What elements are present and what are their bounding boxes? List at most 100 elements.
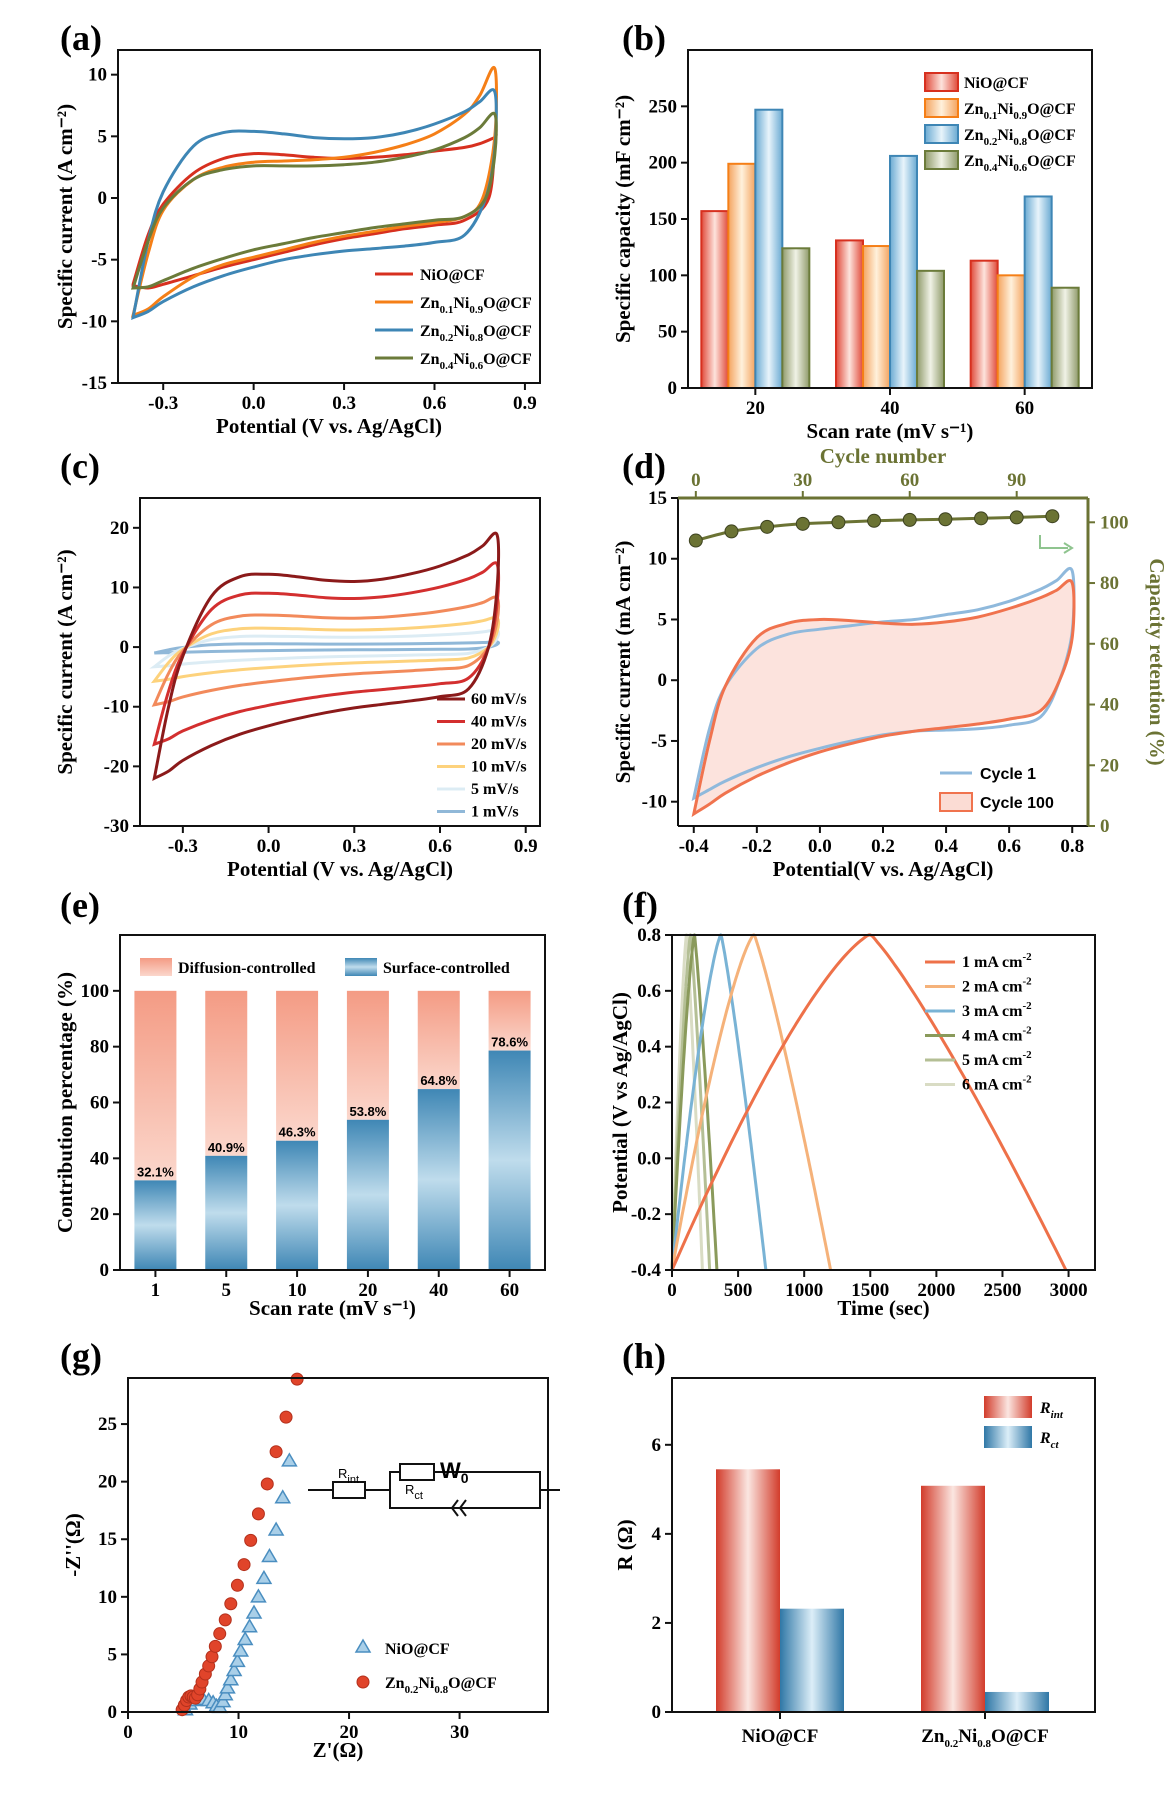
data-point [224, 1597, 238, 1611]
data-point [267, 1521, 285, 1536]
circuit-label-part: int [347, 1474, 359, 1486]
retention-point [760, 519, 775, 534]
x-tick-label: 40 [429, 1280, 448, 1301]
bar-diffusion [134, 990, 177, 1181]
legend-label-part: R [1039, 1400, 1051, 1417]
x-tick-label: -0.2 [742, 836, 772, 857]
warburg-label: W0 [440, 1458, 469, 1486]
circuit-label-part: ct [414, 1490, 423, 1502]
retention-point [724, 524, 739, 539]
panel-d: (d) -0.4 -0.2 0.0 0.2 0.4 0.6 0.8 -10 -5 0 5 10 15 0 30… [611, 444, 1169, 881]
data-point [260, 1477, 274, 1491]
y-tick-label: 80 [90, 1037, 109, 1058]
legend-swatch [356, 1675, 370, 1689]
warburg-label-part: 0 [461, 1470, 469, 1486]
cv-curve [151, 595, 501, 707]
y-tick-label: -5 [91, 250, 107, 271]
retention-point [688, 533, 703, 548]
data-point [232, 1642, 250, 1657]
y-tick-label: -20 [104, 756, 129, 777]
cpe-icon [450, 1499, 467, 1517]
retention-point [974, 511, 989, 526]
legend-swatch [924, 72, 959, 92]
legend-label-part: O@CF [483, 295, 532, 312]
legend-label: Cycle 1 [980, 766, 1036, 783]
bar [889, 154, 918, 389]
top-tick-label: 0 [691, 470, 701, 491]
legend-label: Surface-controlled [383, 960, 510, 977]
x-tick-label: 0.6 [423, 393, 447, 414]
legend-label: 60 mV/s [471, 691, 527, 708]
legend-label: 5 mA cm-2 [962, 1049, 1032, 1069]
bar [985, 1691, 1049, 1712]
bar [862, 245, 891, 389]
bar-diffusion [276, 990, 319, 1141]
legend-label-part: 1 mA cm [962, 954, 1023, 971]
y-tick-label: -10 [104, 697, 129, 718]
legend-label: NiO@CF [385, 1641, 450, 1658]
top-axis-title: Cycle number [820, 444, 947, 468]
legend-label-part: 6 mA cm [962, 1077, 1023, 1094]
legend-label-part: O@CF [1027, 101, 1076, 118]
cv-curve [152, 531, 501, 782]
legend-label-part: -2 [1022, 976, 1032, 988]
cv-curve [150, 615, 501, 684]
legend-label: Rint [1039, 1400, 1064, 1421]
legend-label: 2 mA cm-2 [962, 976, 1032, 996]
y-axis-title: -Z''(Ω) [61, 1513, 85, 1576]
legend-label: Rct [1039, 1430, 1060, 1451]
legend-swatch [939, 792, 973, 812]
retention-point [1009, 510, 1024, 525]
y-axis-title: Specific capacity (mF cm⁻²) [611, 95, 635, 343]
x-axis-title: Potential (V vs. Ag/AgCl) [216, 414, 442, 438]
panel-label: (h) [622, 1336, 666, 1376]
legend-label-part: 0.4 [440, 360, 454, 372]
y-tick-label: 15 [648, 488, 667, 509]
legend-label-part: Zn [964, 153, 984, 170]
legend-label-part: 0.9 [469, 304, 483, 316]
y-tick-label: 10 [648, 549, 667, 570]
plot-frame [119, 934, 546, 1271]
data-label: 53.8% [349, 1104, 386, 1119]
legend-label-part: O@CF [483, 351, 532, 368]
legend-label-part: Ni [453, 323, 470, 340]
y-tick-label: -30 [104, 816, 129, 837]
x-axis-title: Potential (V vs. Ag/AgCl) [227, 857, 453, 881]
legend-label: Zn0.4Ni0.6O@CF [964, 153, 1076, 174]
x-tick-label: 1500 [851, 1280, 889, 1301]
circuit-wires [308, 1471, 560, 1509]
legend-label-part: O@CF [483, 323, 532, 340]
bar [754, 108, 784, 389]
x-tick-label: 0.6 [997, 836, 1021, 857]
data-point [208, 1639, 222, 1653]
panel-c: (c) -0.3 0.0 0.3 0.6 0.9 -30 -20 -10 0 10 20 Potenti… [53, 446, 541, 881]
data-point [236, 1630, 254, 1646]
legend-label-part: int [1051, 1409, 1064, 1421]
y-tick-label: 0 [658, 670, 668, 691]
panel-f: (f) 0 500 1000 1500 2000 2500 3000 -0.4 -0.2 0.0 0.… [608, 885, 1096, 1320]
bar [835, 239, 864, 389]
y-tick-label: 0.4 [637, 1037, 661, 1058]
legend-label-part: 0.2 [440, 332, 454, 344]
x-tick-label: 20 [358, 1280, 377, 1301]
legend-label: 3 mA cm-2 [962, 1000, 1032, 1020]
x-tick-label: 60 [1015, 398, 1034, 419]
bar-surface [488, 1050, 531, 1270]
bar [996, 274, 1026, 390]
bar-surface [134, 1180, 177, 1270]
data-point [255, 1569, 273, 1585]
legend-label-part: -2 [1022, 1074, 1032, 1086]
x-tick-label: 1 [151, 1280, 161, 1301]
cv-curve [131, 88, 498, 321]
bar [781, 247, 811, 389]
legend-swatch [924, 124, 959, 144]
data-point [290, 1372, 304, 1386]
legend-label: 20 mV/s [471, 736, 527, 753]
legend-swatch [924, 98, 959, 118]
x-tick-label: 30 [450, 1722, 469, 1743]
legend-label-part: O@CF [448, 1675, 497, 1692]
data-point [218, 1613, 232, 1627]
panel-b: (b) 20 40 60 0 50 100 150 200 250 Scan rate (mV s⁻… [611, 18, 1093, 443]
